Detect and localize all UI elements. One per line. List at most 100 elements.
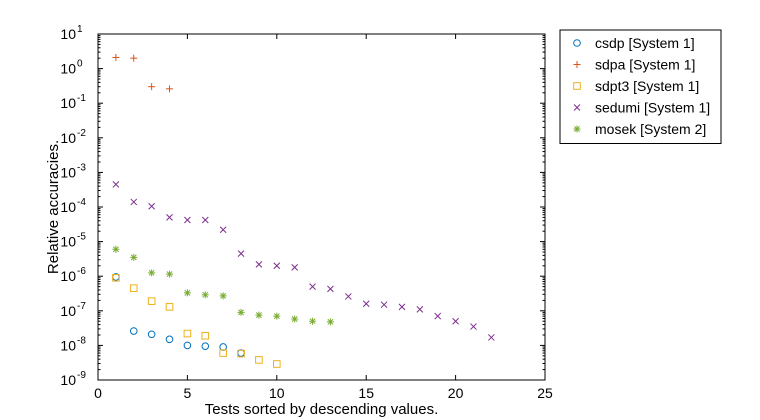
- legend-marker-csdp: [573, 39, 581, 47]
- data-point-sedumi: [201, 216, 209, 224]
- y-tick-label: 10 -4: [60, 197, 86, 215]
- data-point-sdpt3: [237, 349, 245, 358]
- data-point-mosek: [148, 269, 156, 277]
- data-point-sdpa: [130, 54, 138, 62]
- y-tick-exponent: 1: [77, 24, 83, 35]
- data-point-sdpt3: [183, 329, 192, 338]
- data-point-sedumi: [309, 283, 316, 290]
- y-tick-base: 10: [60, 268, 76, 284]
- data-point-mosek: [112, 245, 120, 253]
- legend-label-sedumi: sedumi [System 1]: [595, 100, 710, 116]
- data-point-mosek: [219, 292, 227, 300]
- x-tick-label: 25: [537, 385, 553, 401]
- data-point-mosek: [237, 308, 245, 316]
- x-axis-ticks: 0 5 10 15 20 25: [94, 34, 553, 401]
- data-point-sedumi: [148, 202, 155, 210]
- data-point-sdpt3: [165, 303, 174, 311]
- y-tick-label: 10 1: [60, 24, 83, 42]
- y-tick-base: 10: [60, 337, 76, 353]
- legend-entry-sdpa: sdpa [System 1]: [573, 57, 695, 73]
- data-point-sedumi: [470, 323, 477, 330]
- x-tick-label: 15: [358, 385, 374, 401]
- y-tick-exponent: -8: [77, 335, 86, 346]
- y-tick-label: 10 -7: [60, 301, 86, 319]
- data-point-sdpa: [112, 53, 120, 61]
- legend-entry-mosek: mosek [System 2]: [573, 121, 706, 137]
- data-point-sedumi: [219, 226, 227, 234]
- x-tick-label: 20: [448, 385, 464, 401]
- data-point-sdpt3: [129, 284, 138, 292]
- data-point-sedumi: [291, 264, 299, 271]
- legend-label-sdpt3: sdpt3 [System 1]: [595, 78, 699, 94]
- x-tick-label: 5: [184, 385, 192, 401]
- data-point-sedumi: [130, 198, 138, 206]
- data-point-sedumi: [434, 312, 442, 320]
- y-tick-base: 10: [60, 130, 76, 146]
- y-tick-exponent: -9: [77, 370, 86, 381]
- data-point-sdpt3: [273, 360, 281, 368]
- y-tick-label: 10 -8: [60, 335, 86, 353]
- data-point-csdp: [129, 327, 138, 335]
- y-tick-base: 10: [60, 26, 76, 42]
- data-point-sdpt3: [147, 297, 156, 305]
- data-point-sdpt3: [255, 356, 263, 364]
- y-tick-label: 10 -6: [60, 266, 86, 284]
- y-tick-exponent: -5: [77, 232, 86, 243]
- series-sdpa: [112, 53, 174, 93]
- data-point-sedumi: [166, 214, 173, 221]
- y-tick-base: 10: [60, 164, 76, 180]
- y-tick-exponent: 0: [77, 59, 83, 70]
- y-tick-exponent: -7: [77, 301, 86, 312]
- data-point-mosek: [183, 289, 191, 297]
- legend: csdp [System 1] sdpa [System 1] sdpt3 [Sys…: [559, 29, 722, 144]
- y-tick-exponent: -1: [77, 93, 86, 104]
- data-point-sdpa: [148, 83, 156, 91]
- data-point-sdpa: [166, 85, 174, 93]
- data-point-sedumi: [362, 300, 370, 308]
- x-axis-label: Tests sorted by descending values.: [205, 401, 438, 418]
- data-point-mosek: [326, 318, 334, 326]
- y-tick-label: 10 -5: [60, 232, 86, 250]
- y-tick-exponent: -3: [77, 162, 86, 173]
- data-point-sedumi: [273, 262, 281, 270]
- x-tick-label: 10: [269, 385, 285, 401]
- y-axis-label: Relative accuracies.: [45, 140, 62, 274]
- y-tick-label: 10 0: [60, 59, 83, 77]
- data-point-sedumi: [416, 306, 424, 313]
- data-point-sedumi: [452, 317, 459, 325]
- legend-entry-sdpt3: sdpt3 [System 1]: [573, 78, 699, 94]
- data-point-csdp: [147, 330, 156, 339]
- series-csdp: [112, 273, 245, 357]
- data-point-sedumi: [112, 181, 120, 188]
- y-tick-label: 10 -1: [60, 93, 86, 111]
- data-point-mosek: [273, 312, 281, 320]
- data-point-mosek: [166, 270, 174, 278]
- data-markers: [112, 53, 495, 368]
- data-point-mosek: [201, 291, 209, 299]
- legend-label-sdpa: sdpa [System 1]: [595, 57, 695, 73]
- legend-marker-sdpt3: [573, 82, 581, 90]
- series-sedumi: [112, 181, 495, 341]
- y-tick-base: 10: [60, 61, 76, 77]
- plot-frame: [97, 33, 546, 381]
- legend-marker-mosek: [573, 125, 581, 133]
- data-point-sedumi: [327, 285, 334, 293]
- data-point-sedumi: [237, 250, 245, 257]
- y-tick-base: 10: [60, 234, 76, 250]
- legend-box: [559, 29, 722, 144]
- data-point-sedumi: [344, 293, 352, 300]
- y-tick-base: 10: [60, 303, 76, 319]
- y-tick-label: 10 -3: [60, 162, 86, 180]
- data-point-csdp: [183, 341, 192, 350]
- data-point-sedumi: [398, 303, 406, 311]
- y-tick-exponent: -2: [77, 128, 86, 139]
- data-point-mosek: [309, 317, 317, 325]
- legend-marker-sedumi: [573, 104, 581, 111]
- y-tick-exponent: -4: [77, 197, 86, 208]
- data-point-sedumi: [184, 216, 191, 224]
- legend-label-mosek: mosek [System 2]: [595, 121, 706, 137]
- data-point-sdpt3: [219, 349, 227, 357]
- data-point-csdp: [165, 335, 174, 344]
